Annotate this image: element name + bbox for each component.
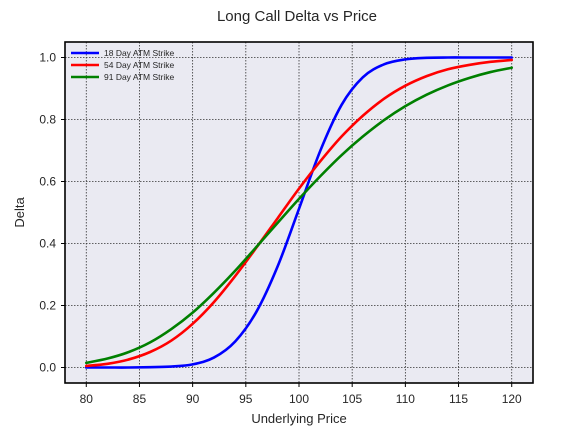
x-tick-label: 95 (239, 392, 253, 406)
y-tick-label: 1.0 (39, 51, 56, 65)
x-tick-label: 90 (186, 392, 200, 406)
x-tick-label: 80 (80, 392, 94, 406)
y-axis-ticks: 0.0 0.2 0.4 0.6 0.8 1.0 (39, 51, 65, 375)
y-axis-label: Delta (12, 197, 27, 228)
x-tick-label: 105 (342, 392, 362, 406)
legend-label-0: 18 Day ATM Strike (104, 48, 174, 58)
y-tick-label: 0.0 (39, 361, 56, 375)
x-tick-label: 85 (133, 392, 147, 406)
y-tick-label: 0.4 (39, 237, 56, 251)
legend-label-1: 54 Day ATM Strike (104, 60, 174, 70)
x-tick-label: 100 (289, 392, 309, 406)
x-axis-ticks: 80 85 90 95 100 105 110 115 120 (80, 383, 522, 406)
series-line-2 (84, 66, 514, 365)
legend-label-2: 91 Day ATM Strike (104, 72, 174, 82)
series-line-1 (84, 58, 514, 368)
y-tick-label: 0.2 (39, 299, 56, 313)
y-tick-label: 0.6 (39, 175, 56, 189)
x-axis-label: Underlying Price (251, 411, 346, 426)
x-tick-label: 115 (449, 392, 468, 406)
x-tick-label: 110 (396, 392, 415, 406)
legend: 18 Day ATM Strike 54 Day ATM Strike 91 Day… (71, 48, 174, 82)
series-line-0 (84, 56, 514, 369)
chart-title: Long Call Delta vs Price (217, 8, 377, 25)
y-tick-label: 0.8 (39, 113, 56, 127)
x-tick-label: 120 (502, 392, 522, 406)
series-lines (84, 56, 514, 369)
